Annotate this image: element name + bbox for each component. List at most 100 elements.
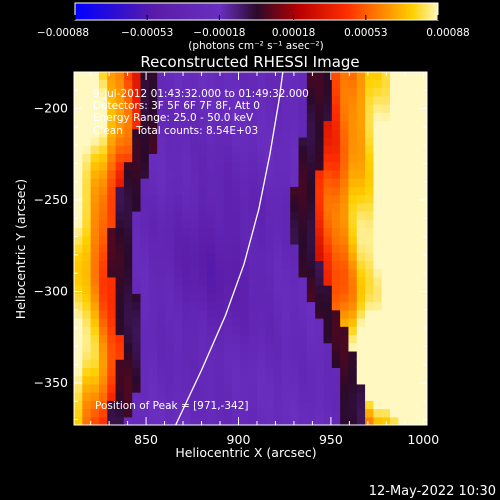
heatmap-cell [306,161,316,171]
heatmap-cell [373,145,383,154]
heatmap-cell [132,104,142,113]
heatmap-cell [373,350,383,360]
heatmap-cell [157,145,167,154]
heatmap-cell [123,136,133,146]
heatmap-cell [398,169,408,179]
heatmap-cell [132,400,142,410]
heatmap-cell [198,112,208,122]
heatmap-cell [157,72,167,80]
heatmap-cell [157,104,167,113]
heatmap-cell [90,169,100,179]
heatmap-cell [140,326,150,336]
heatmap-cell [223,318,233,327]
heatmap-cell [381,408,391,418]
heatmap-cell [265,318,275,327]
heatmap-cell [98,72,108,80]
heatmap-cell [414,227,424,237]
heatmap-cell [365,350,375,360]
heatmap-cell [248,112,258,122]
colorbar-tick-label: −0.00053 [121,27,173,39]
heatmap-cell [90,375,100,385]
heatmap-cell [356,342,366,352]
heatmap-cell [232,276,241,286]
heatmap-cell [381,104,391,113]
heatmap-cell [123,87,133,97]
heatmap-cell [190,243,200,253]
heatmap-cell [298,227,308,237]
heatmap-cell [157,120,167,130]
heatmap-cell [340,153,350,163]
heatmap-cell [281,112,291,122]
heatmap-cell [248,350,258,360]
heatmap-cell [82,400,92,410]
heatmap-cell [273,120,283,130]
heatmap-cell [248,416,258,425]
heatmap-cell [165,318,175,327]
heatmap-cell [157,309,167,319]
heatmap-cell [356,392,366,401]
heatmap-cell [298,326,308,336]
heatmap-cell [82,87,92,97]
heatmap-cell [248,95,258,105]
heatmap-cell [240,383,250,393]
heatmap-cell [315,375,325,385]
heatmap-cell [74,408,83,418]
heatmap-cell [398,211,408,220]
heatmap-cell [98,79,108,89]
heatmap-cell [340,202,350,212]
heatmap-cell [365,383,375,393]
heatmap-cell [90,285,100,294]
heatmap-cell [290,87,300,97]
heatmap-cell [182,350,192,360]
heatmap-cell [381,326,391,336]
heatmap-cell [107,400,117,410]
heatmap-cell [140,169,150,179]
heatmap-cell [90,293,100,303]
heatmap-cell [348,161,358,171]
heatmap-cell [406,153,416,163]
heatmap-cell [414,161,424,171]
heatmap-cell [256,112,266,122]
heatmap-cell [240,227,250,237]
heatmap-cell [273,211,283,220]
heatmap-cell [74,136,83,146]
heatmap-cell [390,243,399,253]
heatmap-cell [215,112,225,122]
heatmap-cell [256,79,266,89]
heatmap-cell [248,383,258,393]
heatmap-cell [182,367,192,377]
heatmap-cell [207,408,216,418]
heatmap-cell [281,375,291,385]
heatmap-cell [340,243,350,253]
heatmap-cell [323,268,333,278]
heatmap-cell [190,367,200,377]
heatmap-cell [157,408,167,418]
heatmap-cell [123,128,133,138]
heatmap-cell [381,383,391,393]
heatmap-cell [306,293,316,303]
heatmap-cell [182,416,192,425]
chart-title: Reconstructed RHESSI Image [140,53,359,71]
heatmap-cell [140,367,150,377]
heatmap-cell [232,169,241,179]
heatmap-cell [281,367,291,377]
heatmap-cell [90,383,100,393]
heatmap-cell [281,301,291,311]
heatmap-cell [381,276,391,286]
heatmap-cell [240,194,250,204]
heatmap-cell [373,326,383,336]
heatmap-cell [132,211,142,220]
heatmap-cell [182,359,192,368]
heatmap-cell [107,359,117,368]
heatmap-cell [115,87,125,97]
detectors-annotation: Detectors: 3F 5F 6F 7F 8F, Att 0 [93,100,260,112]
heatmap-cell [173,392,183,401]
colorbar-ticks [74,15,439,20]
heatmap-cell [90,202,100,212]
heatmap-cell [198,392,208,401]
heatmap-cell [140,136,150,146]
heatmap-cell [273,268,283,278]
heatmap-cell [115,383,125,393]
heatmap-cell [265,309,275,319]
heatmap-cell [248,309,258,319]
